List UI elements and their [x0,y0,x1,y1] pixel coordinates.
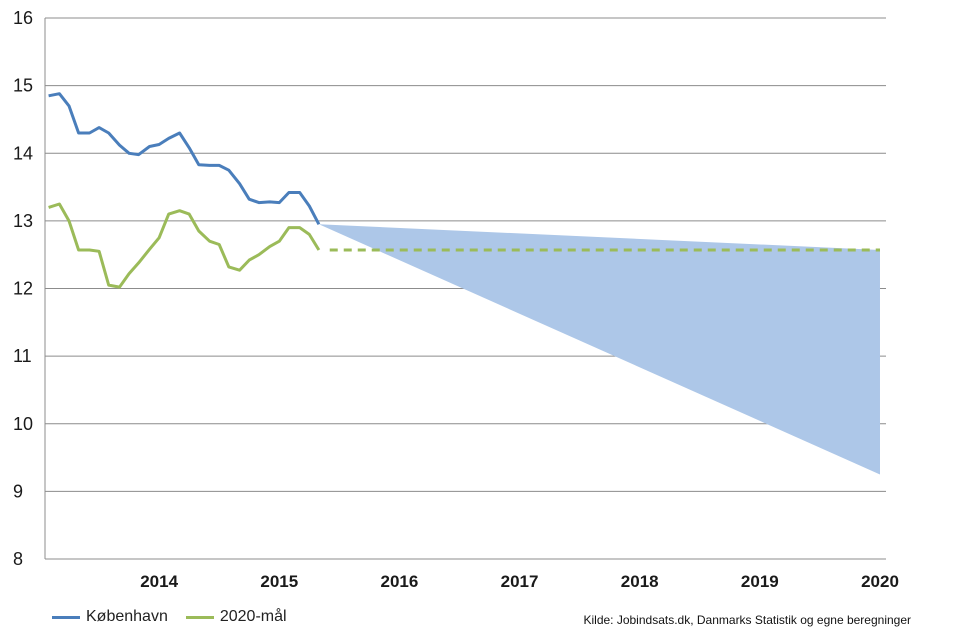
x-tick-label-2018: 2018 [621,572,659,591]
source-note: Kilde: Jobindsats.dk, Danmarks Statistik… [583,613,911,627]
y-tick-label-8: 8 [13,549,23,569]
y-tick-label-11: 11 [13,346,32,366]
series-line-2020-maal [48,202,321,289]
legend-item-kobenhavn: København [52,608,168,626]
x-tick-label-2019: 2019 [741,572,779,591]
x-tick-labels: 2014 2015 2016 2017 2018 2019 2020 [140,572,899,591]
gridlines [45,17,886,492]
axes [44,18,886,560]
x-tick-label-2015: 2015 [260,572,298,591]
series-layer [48,92,880,289]
y-tick-label-12: 12 [13,279,33,299]
legend: København 2020-mål [52,608,305,626]
legend-item-2020-maal: 2020-mål [185,608,287,626]
y-tick-label-16: 16 [13,8,33,28]
y-tick-label-9: 9 [13,481,23,501]
x-tick-label-2020: 2020 [861,572,899,591]
y-tick-label-10: 10 [13,414,33,434]
x-tick-label-2016: 2016 [381,572,419,591]
y-tick-label-15: 15 [13,76,33,96]
x-tick-label-2017: 2017 [501,572,539,591]
series-line-kobenhavn [48,92,321,225]
x-tick-label-2014: 2014 [140,572,178,591]
legend-swatch-kobenhavn [52,615,80,619]
projection-band [318,224,880,475]
y-tick-labels: 8 9 10 11 12 13 14 15 16 [13,8,33,569]
legend-label-2020-maal: 2020-mål [219,608,287,625]
legend-label-kobenhavn: København [86,608,168,625]
y-tick-label-13: 13 [13,211,33,231]
y-tick-label-14: 14 [13,143,33,163]
legend-swatch-2020-maal [185,615,214,619]
projection-band-layer [318,224,880,475]
